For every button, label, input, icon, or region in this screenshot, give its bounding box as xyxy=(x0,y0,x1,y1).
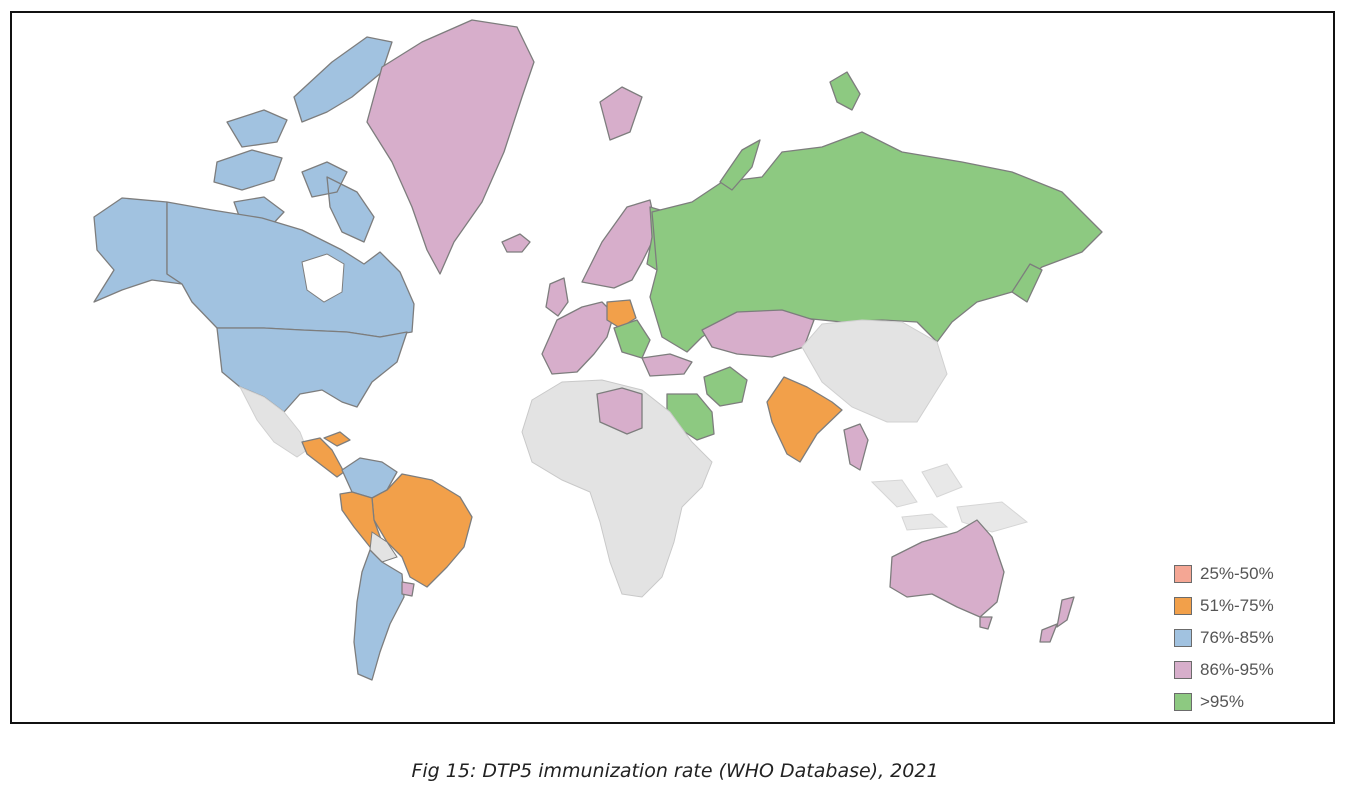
region-new-zealand[interactable] xyxy=(1039,596,1075,643)
legend-label: >95% xyxy=(1200,692,1244,711)
region-argentina[interactable] xyxy=(353,549,405,681)
region-eastern-europe[interactable] xyxy=(613,319,651,359)
legend-label: 76%-85% xyxy=(1200,628,1274,647)
legend-item-86-95[interactable]: 86%-95% xyxy=(1174,654,1274,686)
legend-label: 25%-50% xyxy=(1200,564,1274,583)
region-brazil[interactable] xyxy=(371,473,473,588)
region-bolivia[interactable] xyxy=(369,531,398,563)
world-map[interactable] xyxy=(12,13,1333,722)
hudson-bay xyxy=(301,253,345,303)
legend-item-25-50[interactable]: 25%-50% xyxy=(1174,558,1274,590)
region-libya[interactable] xyxy=(596,387,643,435)
region-scandinavia[interactable] xyxy=(581,199,658,289)
legend-label: 51%-75% xyxy=(1200,596,1274,615)
region-svalbard[interactable] xyxy=(599,86,643,141)
region-greenland[interactable] xyxy=(366,19,535,275)
legend: 25%-50% 51%-75% 76%-85% 86%-95% >95% xyxy=(1174,558,1274,718)
legend-swatch xyxy=(1174,693,1192,711)
legend-item-over-95[interactable]: >95% xyxy=(1174,686,1274,718)
figure-caption: Fig 15: DTP5 immunization rate (WHO Data… xyxy=(411,760,939,782)
region-africa[interactable] xyxy=(521,379,713,598)
region-russia[interactable] xyxy=(649,131,1103,353)
region-iceland[interactable] xyxy=(501,233,531,253)
region-uruguay[interactable] xyxy=(401,581,415,597)
legend-item-76-85[interactable]: 76%-85% xyxy=(1174,622,1274,654)
legend-item-51-75[interactable]: 51%-75% xyxy=(1174,590,1274,622)
region-central-america[interactable] xyxy=(301,431,351,478)
region-alaska[interactable] xyxy=(93,197,183,303)
region-western-europe[interactable] xyxy=(541,301,615,375)
legend-swatch xyxy=(1174,565,1192,583)
legend-swatch xyxy=(1174,661,1192,679)
region-tasmania[interactable] xyxy=(979,616,993,630)
region-united-kingdom[interactable] xyxy=(545,277,569,317)
region-australia[interactable] xyxy=(889,519,1005,618)
region-novaya-zemlya[interactable] xyxy=(719,71,861,191)
region-united-states[interactable] xyxy=(216,327,408,413)
region-india[interactable] xyxy=(766,376,843,463)
region-turkey[interactable] xyxy=(641,353,693,377)
region-china[interactable] xyxy=(801,319,948,423)
region-thailand[interactable] xyxy=(843,423,869,471)
region-canada[interactable] xyxy=(166,201,415,338)
legend-swatch xyxy=(1174,629,1192,647)
region-southeast-asia[interactable] xyxy=(870,463,1029,533)
map-frame: 25%-50% 51%-75% 76%-85% 86%-95% >95% xyxy=(10,11,1335,724)
legend-label: 86%-95% xyxy=(1200,660,1274,679)
region-canada-arctic-islands[interactable] xyxy=(213,36,393,243)
region-iran[interactable] xyxy=(703,366,748,407)
legend-swatch xyxy=(1174,597,1192,615)
